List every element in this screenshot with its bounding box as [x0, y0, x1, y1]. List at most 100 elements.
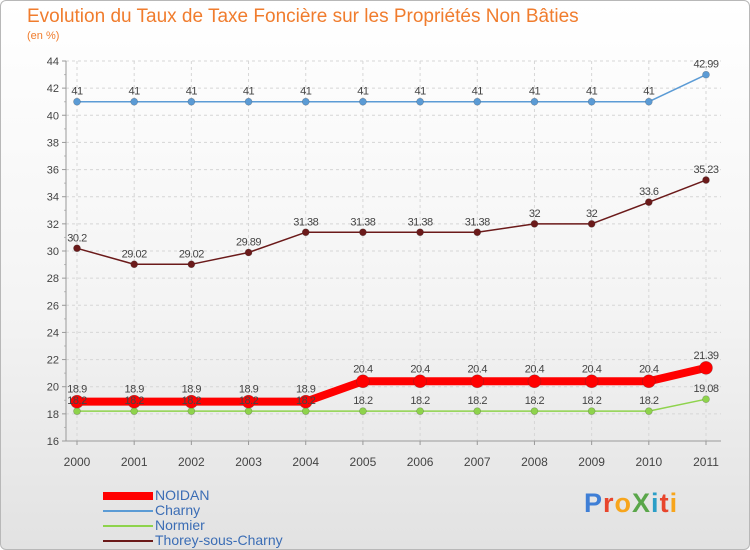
- data-label-charny: 41: [586, 86, 598, 98]
- chart-subtitle: (en %): [27, 30, 60, 42]
- y-tick-label: 16: [47, 436, 59, 448]
- legend-label-thorey-sous-charny: Thorey-sous-Charny: [155, 532, 283, 548]
- data-point-noidan: [470, 374, 485, 389]
- x-tick-label: 2004: [292, 455, 319, 469]
- data-point-noidan: [527, 374, 542, 389]
- data-label-noidan: 18.9: [182, 384, 202, 396]
- data-label-normier: 18.2: [639, 395, 659, 407]
- data-label-normier: 18.2: [296, 395, 316, 407]
- data-label-normier: 18.2: [582, 395, 602, 407]
- data-point-normier: [244, 407, 253, 415]
- data-label-normier: 18.2: [353, 395, 373, 407]
- x-tick-label: 2006: [407, 455, 434, 469]
- data-label-thorey-sous-charny: 29.02: [122, 248, 147, 260]
- series-line-normier: [77, 398, 707, 412]
- data-label-noidan: 20.4: [525, 363, 545, 375]
- y-tick-label: 40: [47, 110, 59, 122]
- data-label-thorey-sous-charny: 31.38: [465, 216, 490, 228]
- data-point-noidan: [584, 374, 599, 389]
- series-line-charny: [77, 74, 707, 103]
- data-label-thorey-sous-charny: 29.89: [236, 236, 261, 248]
- data-point-normier: [73, 407, 81, 415]
- data-label-thorey-sous-charny: 35.23: [693, 164, 718, 176]
- y-tick-label: 24: [47, 327, 59, 339]
- legend-swatch-noidan: [103, 492, 153, 500]
- series-line-thorey-sous-charny: [76, 179, 707, 266]
- y-tick-label: 44: [47, 56, 59, 68]
- data-point-thorey-sous-charny: [587, 220, 596, 228]
- y-tick-label: 22: [47, 355, 59, 367]
- x-tick-label: 2010: [635, 455, 662, 469]
- data-label-normier: 18.2: [410, 395, 430, 407]
- data-label-charny: 41: [71, 86, 83, 98]
- data-label-noidan: 20.4: [353, 363, 373, 375]
- data-point-charny: [473, 97, 482, 106]
- data-label-thorey-sous-charny: 32: [586, 208, 598, 220]
- data-point-noidan: [127, 394, 141, 409]
- data-label-charny: 41: [300, 86, 312, 98]
- data-label-normier: 19.08: [693, 383, 718, 395]
- data-label-normier: 18.2: [525, 395, 545, 407]
- data-label-charny: 41: [243, 86, 255, 98]
- data-point-normier: [530, 407, 539, 415]
- data-point-charny: [530, 97, 539, 106]
- data-point-charny: [301, 97, 310, 106]
- data-point-noidan: [699, 361, 713, 375]
- data-point-thorey-sous-charny: [645, 198, 653, 206]
- data-label-normier: 18.2: [468, 395, 488, 407]
- y-tick-label: 18: [47, 409, 59, 421]
- data-point-normier: [187, 407, 196, 415]
- data-point-thorey-sous-charny: [244, 248, 253, 257]
- data-point-charny: [130, 97, 138, 106]
- data-label-charny: 41: [643, 86, 655, 98]
- data-point-thorey-sous-charny: [187, 260, 196, 269]
- data-point-normier: [473, 407, 482, 415]
- data-point-charny: [359, 97, 367, 106]
- series-line-noidan: [77, 363, 707, 406]
- data-point-normier: [130, 407, 138, 415]
- data-label-charny: 41: [529, 86, 541, 98]
- data-label-thorey-sous-charny: 31.38: [350, 216, 375, 228]
- data-label-noidan: 20.4: [410, 363, 430, 375]
- data-point-charny: [187, 97, 196, 106]
- data-point-thorey-sous-charny: [702, 176, 710, 184]
- x-tick-label: 2000: [64, 455, 91, 469]
- logo-letter: t: [659, 488, 670, 518]
- data-point-charny: [645, 97, 653, 106]
- data-point-thorey-sous-charny: [359, 228, 367, 237]
- data-label-normier: 18.2: [182, 395, 202, 407]
- data-point-normier: [645, 407, 653, 415]
- data-label-thorey-sous-charny: 29.02: [179, 248, 204, 260]
- data-point-noidan: [70, 394, 84, 409]
- y-tick-label: 34: [47, 192, 59, 204]
- logo-letter: X: [632, 488, 652, 518]
- data-point-charny: [587, 97, 596, 106]
- y-tick-label: 42: [47, 83, 59, 95]
- legend-swatch-charny: [103, 510, 153, 512]
- data-point-noidan: [184, 394, 199, 409]
- data-point-charny: [416, 97, 424, 106]
- x-tick-label: 2003: [235, 455, 262, 469]
- y-tick-label: 32: [47, 219, 59, 231]
- x-tick-label: 2008: [521, 455, 548, 469]
- data-label-noidan: 20.4: [639, 363, 659, 375]
- data-label-thorey-sous-charny: 31.38: [293, 216, 318, 228]
- data-point-thorey-sous-charny: [130, 260, 138, 269]
- data-point-thorey-sous-charny: [473, 228, 482, 237]
- data-label-charny: 41: [357, 86, 369, 98]
- data-point-charny: [73, 97, 81, 106]
- y-tick-label: 28: [47, 273, 59, 285]
- legend-label-noidan: NOIDAN: [155, 487, 210, 503]
- data-label-normier: 18.2: [124, 395, 144, 407]
- data-label-normier: 18.2: [67, 395, 87, 407]
- data-point-noidan: [356, 374, 370, 389]
- data-point-noidan: [298, 394, 313, 409]
- data-label-charny: 41: [129, 86, 141, 98]
- data-label-noidan: 18.9: [124, 384, 144, 396]
- chart-title: Evolution du Taux de Taxe Foncière sur l…: [27, 6, 579, 27]
- data-point-thorey-sous-charny: [301, 228, 310, 237]
- data-label-thorey-sous-charny: 33.6: [639, 186, 659, 198]
- data-label-charny: 41: [414, 86, 426, 98]
- data-point-normier: [301, 407, 310, 415]
- data-label-noidan: 18.9: [296, 384, 316, 396]
